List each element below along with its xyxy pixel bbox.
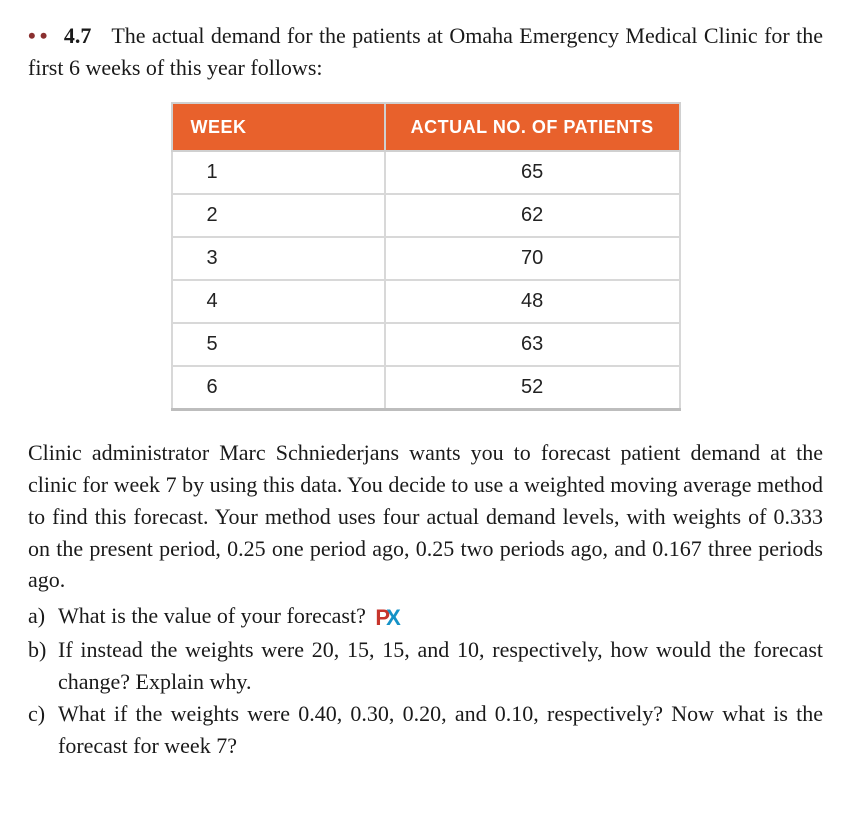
table-body: 1 65 2 62 3 70 4 48 5 63 6 52 [172,151,680,410]
difficulty-dots: •• [28,23,51,48]
table-row: 3 70 [172,237,680,280]
part-c-tag: c) [28,698,58,730]
cell-patients: 70 [385,237,680,280]
cell-patients: 52 [385,366,680,410]
problem-intro: •• 4.7 The actual demand for the patient… [28,20,823,84]
cell-week: 1 [172,151,385,194]
part-b-tag: b) [28,634,58,666]
table-row: 6 52 [172,366,680,410]
cell-week: 5 [172,323,385,366]
cell-patients: 48 [385,280,680,323]
col-header-patients: ACTUAL NO. OF PATIENTS [385,103,680,151]
cell-week: 3 [172,237,385,280]
col-header-week: WEEK [172,103,385,151]
px-icon: PX [375,602,400,634]
table-header-row: WEEK ACTUAL NO. OF PATIENTS [172,103,680,151]
part-c-text: What if the weights were 0.40, 0.30, 0.2… [58,698,823,762]
intro-text: The actual demand for the patients at Om… [28,23,823,80]
cell-week: 4 [172,280,385,323]
cell-patients: 63 [385,323,680,366]
cell-week: 6 [172,366,385,410]
table-row: 1 65 [172,151,680,194]
part-a-question: What is the value of your forecast? [58,603,366,628]
cell-patients: 62 [385,194,680,237]
part-b: b) If instead the weights were 20, 15, 1… [28,634,823,698]
table-row: 5 63 [172,323,680,366]
part-a: a) What is the value of your forecast? P… [28,600,823,634]
table-row: 4 48 [172,280,680,323]
part-b-text: If instead the weights were 20, 15, 15, … [58,634,823,698]
cell-week: 2 [172,194,385,237]
problem-number: 4.7 [64,23,92,48]
question-parts: a) What is the value of your forecast? P… [28,600,823,761]
part-a-tag: a) [28,600,58,632]
part-c: c) What if the weights were 0.40, 0.30, … [28,698,823,762]
part-a-text: What is the value of your forecast? PX [58,600,823,634]
patient-demand-table: WEEK ACTUAL NO. OF PATIENTS 1 65 2 62 3 … [171,102,681,411]
instructions-paragraph: Clinic administrator Marc Schniederjans … [28,437,823,596]
x-letter: X [386,605,401,630]
table-row: 2 62 [172,194,680,237]
cell-patients: 65 [385,151,680,194]
